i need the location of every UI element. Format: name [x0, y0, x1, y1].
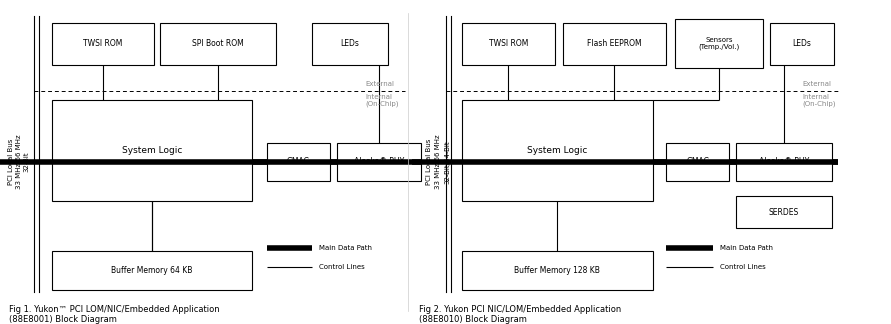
Text: Main Data Path: Main Data Path — [720, 245, 772, 251]
Text: Alaska® PHY: Alaska® PHY — [354, 157, 405, 167]
Text: Flash EEPROM: Flash EEPROM — [587, 39, 642, 48]
FancyBboxPatch shape — [52, 23, 154, 65]
FancyBboxPatch shape — [52, 100, 252, 201]
Text: PCI Local Bus: PCI Local Bus — [8, 139, 13, 185]
Text: Fig 2. Yukon PCI NIC/LOM/Embedded Application
(88E8010) Block Diagram: Fig 2. Yukon PCI NIC/LOM/Embedded Applic… — [419, 305, 621, 324]
Text: Fig 1. Yukon™ PCI LOM/NIC/Embedded Application
(88E8001) Block Diagram: Fig 1. Yukon™ PCI LOM/NIC/Embedded Appli… — [9, 305, 219, 324]
Text: TWSI ROM: TWSI ROM — [488, 39, 528, 48]
Text: 32-Bit/64-Bit: 32-Bit/64-Bit — [445, 140, 450, 184]
Text: System Logic: System Logic — [527, 146, 587, 155]
FancyBboxPatch shape — [462, 251, 653, 290]
Text: Buffer Memory 64 KB: Buffer Memory 64 KB — [111, 266, 192, 275]
Text: LEDs: LEDs — [340, 39, 359, 48]
Text: Sensors
(Temp./Vol.): Sensors (Temp./Vol.) — [699, 37, 740, 51]
FancyBboxPatch shape — [736, 196, 832, 228]
Text: Internal
(On-Chip): Internal (On-Chip) — [802, 94, 836, 107]
Text: TWSI ROM: TWSI ROM — [83, 39, 123, 48]
FancyBboxPatch shape — [563, 23, 666, 65]
Text: Main Data Path: Main Data Path — [319, 245, 372, 251]
Text: LEDs: LEDs — [792, 39, 812, 48]
Text: GMAC: GMAC — [686, 157, 709, 167]
Text: PCI Local Bus: PCI Local Bus — [427, 139, 432, 185]
FancyBboxPatch shape — [312, 23, 388, 65]
Text: Alaska® PHY: Alaska® PHY — [759, 157, 809, 167]
Text: 33 MHz/66 MHz: 33 MHz/66 MHz — [436, 135, 441, 189]
FancyBboxPatch shape — [736, 143, 832, 181]
Text: Control Lines: Control Lines — [720, 264, 765, 270]
FancyBboxPatch shape — [52, 251, 252, 290]
FancyBboxPatch shape — [160, 23, 276, 65]
FancyBboxPatch shape — [462, 23, 555, 65]
Text: Control Lines: Control Lines — [319, 264, 364, 270]
Text: System Logic: System Logic — [122, 146, 182, 155]
FancyBboxPatch shape — [666, 143, 729, 181]
Text: SERDES: SERDES — [769, 208, 799, 217]
Text: External: External — [802, 81, 831, 87]
Text: GMAC: GMAC — [287, 157, 310, 167]
Text: External: External — [365, 81, 395, 87]
FancyBboxPatch shape — [675, 19, 763, 68]
FancyBboxPatch shape — [267, 143, 330, 181]
Text: 33 MHz/66 MHz: 33 MHz/66 MHz — [16, 135, 21, 189]
Text: SPI Boot ROM: SPI Boot ROM — [192, 39, 244, 48]
FancyBboxPatch shape — [462, 100, 653, 201]
FancyBboxPatch shape — [337, 143, 421, 181]
Text: 32-Bit: 32-Bit — [24, 152, 29, 172]
FancyBboxPatch shape — [770, 23, 834, 65]
Text: Buffer Memory 128 KB: Buffer Memory 128 KB — [514, 266, 601, 275]
Text: Internal
(On-Chip): Internal (On-Chip) — [365, 94, 399, 107]
